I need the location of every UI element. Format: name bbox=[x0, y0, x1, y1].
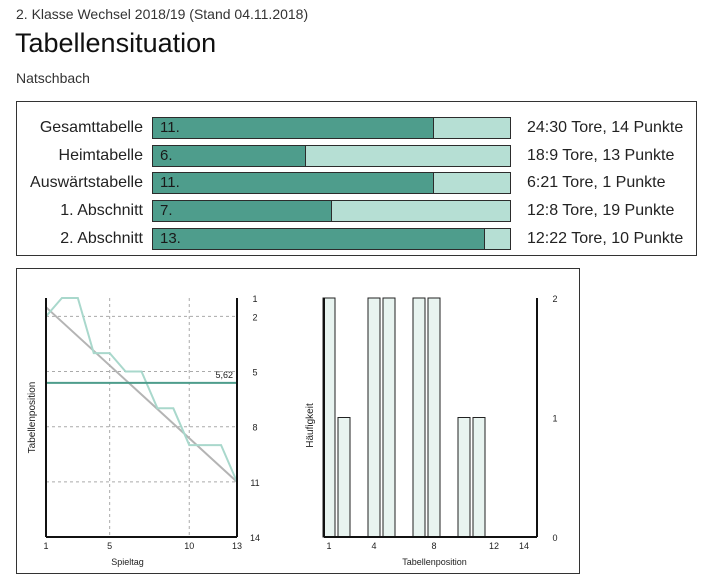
standings-label: 2. Abschnitt bbox=[60, 230, 143, 247]
y-tick-label: 0 bbox=[552, 533, 557, 543]
histogram-bar bbox=[457, 417, 471, 538]
rank-bar: 11. bbox=[152, 172, 511, 194]
rank-bar-fill bbox=[153, 201, 332, 221]
rank-bar: 7. bbox=[152, 200, 511, 222]
charts-panel: 1 2 5 8 11 14 1 5 10 13 5,62 Spieltag Tabellenpositi… bbox=[16, 268, 580, 574]
trend-line bbox=[45, 306, 238, 483]
x-tick-label: 14 bbox=[519, 541, 529, 551]
rank-bar-fill bbox=[153, 229, 485, 249]
histogram-bar bbox=[337, 417, 351, 538]
x-tick-label: 1 bbox=[43, 541, 48, 551]
rank-value: 13. bbox=[160, 230, 181, 247]
standings-label: Gesamttabelle bbox=[39, 119, 143, 136]
rank-bar: 13. bbox=[152, 228, 511, 250]
standings-label: 1. Abschnitt bbox=[60, 202, 143, 219]
standings-label: Auswärtstabelle bbox=[30, 174, 143, 191]
y-tick-label: 1 bbox=[552, 414, 557, 424]
position-point bbox=[220, 444, 222, 446]
standings-row-gesamt: Gesamttabelle 11. 24:30 Tore, 14 Punkte bbox=[17, 116, 696, 140]
position-point bbox=[92, 352, 95, 354]
standings-label: Heimtabelle bbox=[58, 147, 143, 164]
x-tick-label: 5 bbox=[107, 541, 112, 551]
goals-points: 6:21 Tore, 1 Punkte bbox=[527, 174, 666, 191]
y-tick-label: 14 bbox=[250, 533, 260, 543]
standings-row-abschnitt-1: 1. Abschnitt 7. 12:8 Tore, 19 Punkte bbox=[17, 199, 696, 223]
rank-bar: 11. bbox=[152, 117, 511, 139]
y-tick-label: 11 bbox=[250, 478, 259, 488]
rank-bar: 6. bbox=[152, 145, 511, 167]
standings-row-auswaerts: Auswärtstabelle 11. 6:21 Tore, 1 Punkte bbox=[17, 171, 696, 195]
x-tick-label: 12 bbox=[489, 541, 499, 551]
histogram-bar bbox=[427, 297, 441, 538]
x-tick-label: 10 bbox=[184, 541, 194, 551]
y-tick-label: 5 bbox=[252, 368, 257, 378]
goals-points: 12:22 Tore, 10 Punkte bbox=[527, 230, 684, 247]
histogram-bar bbox=[367, 297, 381, 538]
x-tick-label: 4 bbox=[371, 541, 376, 551]
x-axis-label: Spieltag bbox=[111, 557, 144, 567]
position-point bbox=[156, 407, 159, 410]
average-label: 5,62 bbox=[215, 370, 233, 380]
standings-summary: Gesamttabelle 11. 24:30 Tore, 14 Punkte … bbox=[16, 101, 697, 256]
standings-row-heim: Heimtabelle 6. 18:9 Tore, 13 Punkte bbox=[17, 144, 696, 168]
histogram-bar bbox=[382, 297, 396, 538]
position-series-line bbox=[45, 297, 238, 483]
standings-row-abschnitt-2: 2. Abschnitt 13. 12:22 Tore, 10 Punkte bbox=[17, 227, 696, 251]
histogram-bar bbox=[472, 417, 486, 538]
rank-value: 11. bbox=[160, 174, 180, 191]
position-point bbox=[172, 407, 175, 410]
rank-value: 7. bbox=[160, 202, 173, 219]
page-subtitle: 2. Klasse Wechsel 2018/19 (Stand 04.11.2… bbox=[16, 6, 309, 22]
position-point bbox=[124, 370, 127, 373]
rank-value: 6. bbox=[160, 147, 173, 164]
x-tick-label: 1 bbox=[326, 541, 331, 551]
rank-bar-fill bbox=[153, 173, 434, 193]
page-title: Tabellensituation bbox=[15, 28, 217, 58]
position-point bbox=[140, 370, 143, 373]
goals-points: 12:8 Tore, 19 Punkte bbox=[527, 202, 675, 219]
team-name: Natschbach bbox=[16, 70, 90, 86]
rank-bar-fill bbox=[153, 146, 306, 166]
position-point bbox=[77, 297, 79, 299]
histogram-bar bbox=[412, 297, 426, 538]
rank-bar-fill bbox=[153, 118, 434, 138]
y-tick-label: 8 bbox=[252, 423, 257, 433]
position-point bbox=[188, 444, 191, 446]
position-point bbox=[61, 297, 63, 299]
goals-points: 18:9 Tore, 13 Punkte bbox=[527, 147, 675, 164]
rank-value: 11. bbox=[160, 119, 180, 136]
y-axis-label: Tabellenposition bbox=[27, 382, 38, 454]
y-tick-label: 2 bbox=[552, 294, 557, 304]
x-tick-label: 13 bbox=[232, 541, 242, 551]
goals-points: 24:30 Tore, 14 Punkte bbox=[527, 119, 684, 136]
position-point bbox=[204, 444, 206, 446]
position-point bbox=[108, 352, 111, 354]
x-axis-label: Tabellenposition bbox=[402, 557, 467, 567]
y-tick-label: 2 bbox=[252, 312, 257, 322]
y-axis-label: Häufigkeit bbox=[305, 403, 316, 448]
y-tick-label: 1 bbox=[252, 294, 257, 304]
x-tick-label: 8 bbox=[431, 541, 436, 551]
